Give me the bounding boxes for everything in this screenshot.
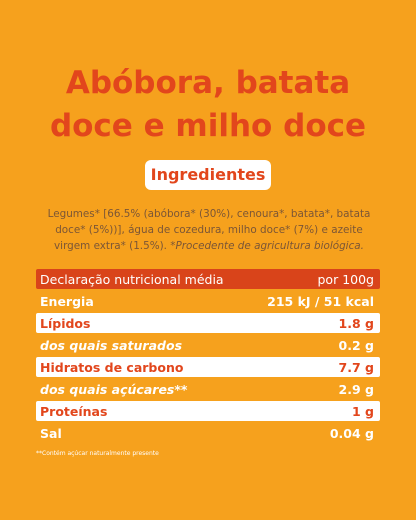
- table-row: dos quais saturados 0.2 g: [36, 335, 380, 355]
- table-row: Sal 0.04 g: [36, 423, 380, 443]
- table-row: Lípidos 1.8 g: [36, 313, 380, 333]
- header-label: Declaração nutricional média: [40, 271, 224, 287]
- table-row: Hidratos de carbono 7.7 g: [36, 357, 380, 377]
- row-label: Proteínas: [40, 403, 108, 419]
- row-label: Hidratos de carbono: [40, 359, 184, 375]
- row-value: 1.8 g: [338, 315, 374, 331]
- table-row: Energia 215 kJ / 51 kcal: [36, 291, 380, 311]
- ingredients-heading: Ingredientes: [145, 160, 271, 190]
- row-label: Sal: [40, 425, 62, 441]
- row-value: 7.7 g: [338, 359, 374, 375]
- row-label: Energia: [40, 293, 94, 309]
- row-value: 1 g: [352, 403, 374, 419]
- row-value: 0.04 g: [329, 425, 374, 441]
- title: Abóbora, batata doce e milho doce: [49, 65, 367, 144]
- table-row: Proteínas 1 g: [36, 401, 380, 421]
- ingredients-list: Legumes* [66.5% (abóbora* (30%), cenoura…: [47, 208, 371, 252]
- row-value: 0.2 g: [338, 337, 374, 353]
- footnote: **Contém açúcar naturalmente presente: [36, 450, 159, 457]
- row-label: dos quais saturados: [40, 337, 183, 353]
- header-unit: por 100g: [317, 271, 375, 287]
- ingredients-text: Legumes* [66.5% (abóbora* (30%), cenoura…: [38, 206, 380, 254]
- table-row: dos quais açúcares** 2.9 g: [36, 379, 380, 399]
- table-header: Declaração nutricional média por 100g: [36, 269, 380, 289]
- row-label: Lípidos: [40, 315, 91, 331]
- row-value: 215 kJ / 51 kcal: [267, 293, 374, 309]
- nutrition-table: Declaração nutricional média por 100g En…: [36, 269, 380, 445]
- row-label: dos quais açúcares**: [40, 381, 188, 397]
- ingredients-note: *Procedente de agricultura biológica.: [170, 240, 364, 252]
- row-value: 2.9 g: [338, 381, 374, 397]
